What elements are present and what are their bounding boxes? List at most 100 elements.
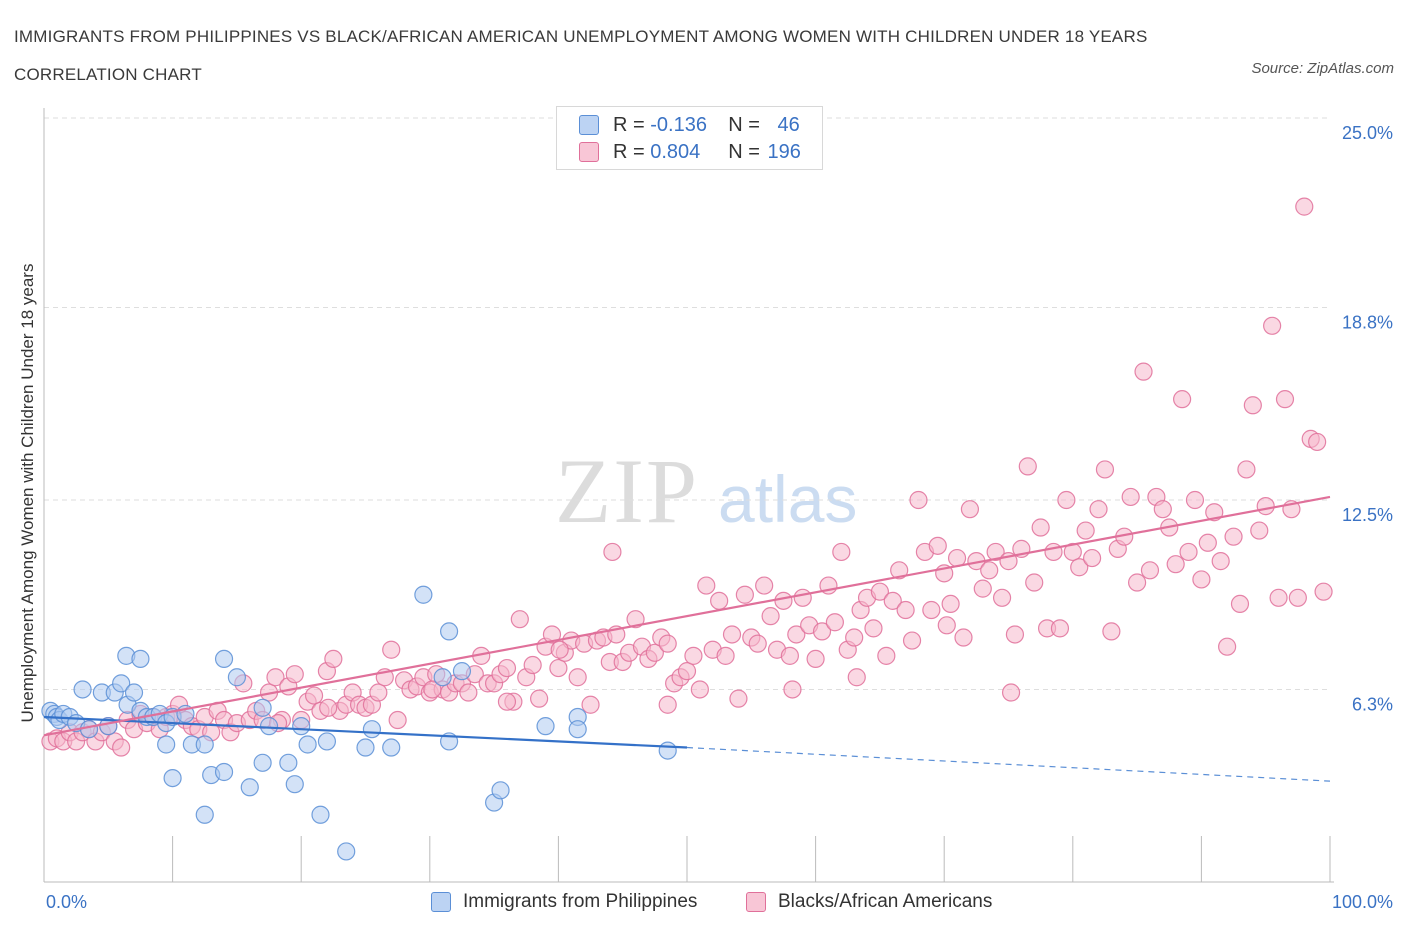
data-point bbox=[369, 683, 388, 702]
data-point bbox=[298, 735, 317, 754]
data-point bbox=[980, 561, 999, 580]
legend-swatch-blue bbox=[579, 115, 599, 135]
legend-row-black: R = 0.804 N = 196 bbox=[579, 139, 801, 165]
data-point bbox=[1153, 500, 1172, 519]
data-point bbox=[1070, 558, 1089, 577]
data-point bbox=[1005, 625, 1025, 644]
data-point bbox=[1275, 390, 1295, 409]
y-tick-label: 12.5% bbox=[1342, 505, 1393, 525]
data-point bbox=[1308, 432, 1327, 452]
x-tick-label: 100.0% bbox=[1332, 892, 1393, 912]
data-point bbox=[806, 649, 825, 669]
data-point bbox=[909, 490, 928, 510]
r-value: 0.804 bbox=[650, 140, 701, 163]
data-point bbox=[896, 600, 915, 620]
data-point bbox=[285, 775, 304, 794]
data-point bbox=[1237, 460, 1256, 479]
data-point bbox=[1256, 497, 1275, 516]
data-point bbox=[890, 561, 909, 580]
data-point bbox=[324, 649, 343, 669]
data-point bbox=[1218, 637, 1237, 656]
n-label: N = bbox=[728, 113, 766, 136]
data-point bbox=[1063, 542, 1082, 562]
data-point bbox=[433, 668, 452, 687]
n-value: 196 bbox=[767, 140, 801, 163]
data-point bbox=[491, 781, 510, 800]
data-point bbox=[864, 619, 883, 638]
data-point bbox=[1179, 542, 1198, 562]
data-point bbox=[214, 649, 234, 669]
data-point bbox=[523, 655, 542, 675]
data-point bbox=[986, 542, 1005, 562]
data-point bbox=[928, 536, 947, 555]
trend-lines bbox=[43, 495, 1331, 782]
data-point bbox=[549, 658, 568, 678]
data-point bbox=[259, 717, 279, 736]
data-point bbox=[1314, 582, 1333, 601]
data-point bbox=[954, 628, 973, 647]
data-point bbox=[922, 600, 941, 620]
data-point bbox=[1198, 533, 1217, 552]
data-point bbox=[1089, 500, 1108, 519]
data-point bbox=[542, 625, 562, 644]
data-point bbox=[1018, 457, 1037, 476]
data-point bbox=[1288, 588, 1307, 607]
data-point bbox=[870, 582, 890, 601]
data-point bbox=[530, 689, 549, 708]
data-point bbox=[626, 610, 645, 629]
axes bbox=[43, 108, 1334, 883]
data-point bbox=[1050, 619, 1070, 638]
trend-line-black bbox=[43, 495, 1331, 737]
x-tick-label: 0.0% bbox=[46, 892, 87, 912]
r-label: R = bbox=[613, 113, 651, 136]
data-point bbox=[214, 762, 234, 782]
legend-swatch-pink bbox=[746, 892, 766, 912]
grid-lines bbox=[44, 117, 1330, 690]
data-point bbox=[783, 680, 802, 699]
r-label: R = bbox=[613, 140, 651, 163]
data-point bbox=[266, 668, 285, 687]
legend-item-black: Blacks/African Americans bbox=[746, 890, 992, 914]
data-point bbox=[1057, 490, 1076, 510]
data-point bbox=[812, 622, 832, 641]
data-point bbox=[285, 665, 304, 684]
data-point bbox=[1211, 552, 1230, 571]
data-point bbox=[292, 717, 311, 736]
source-label: Source: ZipAtlas.com bbox=[1251, 60, 1394, 77]
data-point bbox=[510, 610, 529, 629]
data-point bbox=[1205, 503, 1224, 522]
data-point bbox=[755, 576, 774, 595]
data-point bbox=[253, 698, 272, 717]
data-point bbox=[729, 689, 748, 708]
data-point bbox=[227, 668, 246, 687]
data-point bbox=[414, 585, 433, 604]
data-point bbox=[1173, 390, 1192, 409]
data-point bbox=[1031, 518, 1050, 537]
data-point bbox=[1140, 561, 1160, 580]
data-point bbox=[124, 683, 144, 702]
data-point bbox=[1192, 570, 1211, 589]
data-point bbox=[240, 778, 259, 797]
data-point bbox=[774, 591, 793, 610]
data-point bbox=[423, 680, 442, 699]
legend-swatch-pink bbox=[579, 142, 599, 162]
data-point bbox=[658, 741, 677, 760]
data-point bbox=[1001, 683, 1021, 702]
data-point bbox=[452, 662, 472, 681]
data-point bbox=[195, 805, 214, 824]
chart-title: IMMIGRANTS FROM PHILIPPINES VS BLACK/AFR… bbox=[14, 27, 1148, 84]
tick-labels: 6.3% 12.5% 18.8% 25.0% 0.0% 100.0% bbox=[46, 123, 1393, 912]
data-point bbox=[1224, 527, 1243, 546]
y-tick-label: 6.3% bbox=[1352, 694, 1393, 714]
data-point bbox=[832, 542, 851, 562]
watermark-zip: ZIP bbox=[555, 440, 699, 542]
data-point bbox=[658, 634, 677, 653]
data-point bbox=[536, 717, 555, 736]
data-point bbox=[847, 668, 866, 687]
data-point bbox=[157, 735, 176, 754]
data-point bbox=[603, 542, 622, 562]
data-point bbox=[1295, 197, 1314, 216]
data-point bbox=[902, 631, 922, 650]
data-point bbox=[677, 662, 697, 681]
data-point bbox=[163, 768, 182, 788]
